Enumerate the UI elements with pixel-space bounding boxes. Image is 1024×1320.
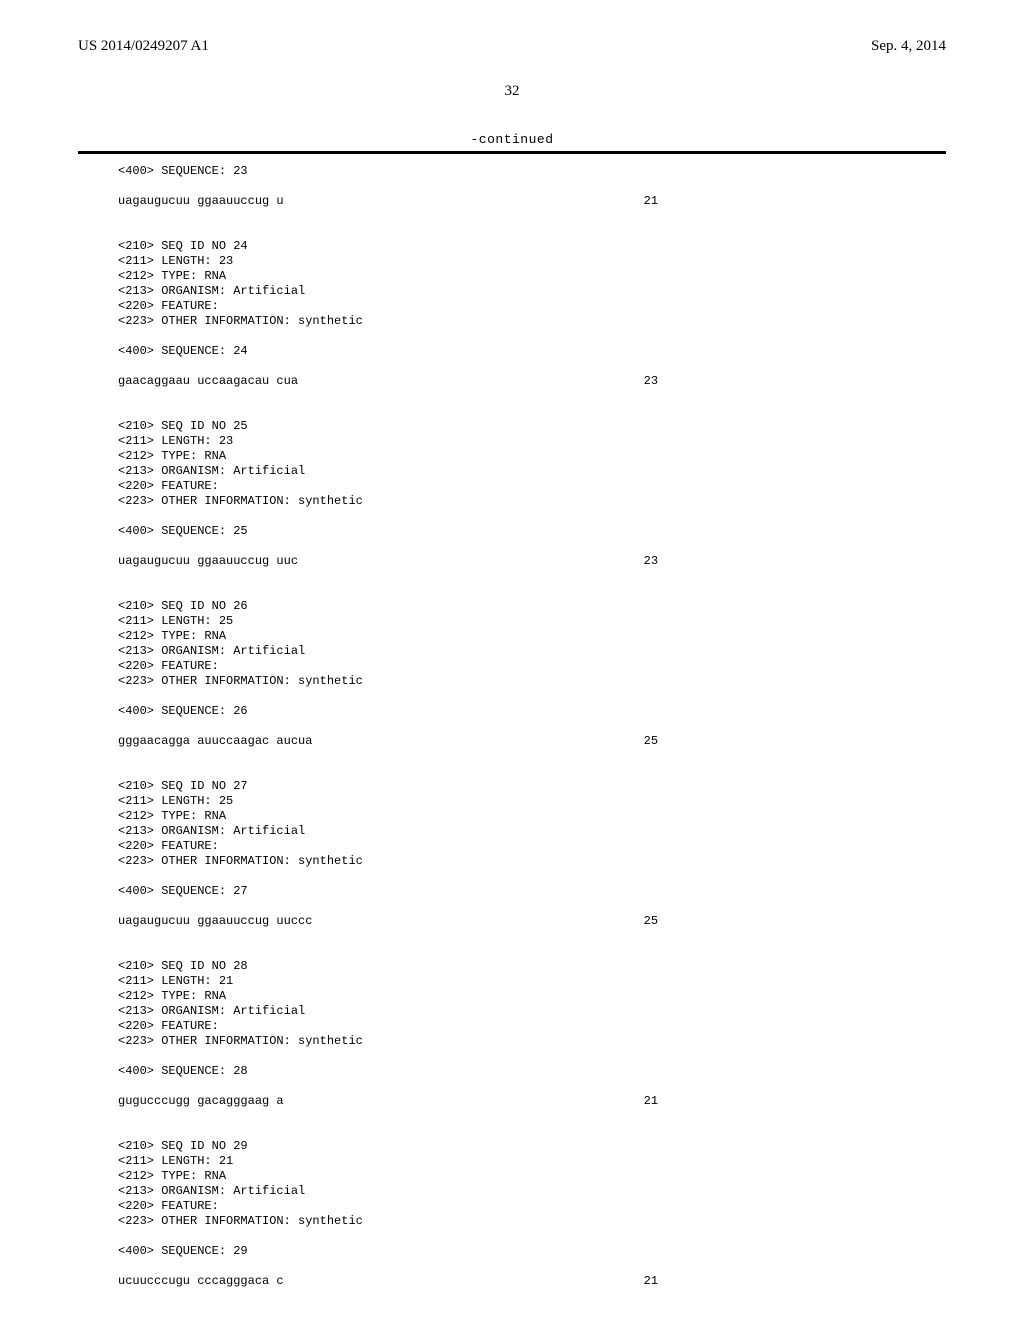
page-header: US 2014/0249207 A1 Sep. 4, 2014 — [0, 0, 1024, 55]
sequence-listing: <400> SEQUENCE: 23 uagaugucuu ggaauuccug… — [0, 154, 1024, 1289]
publication-number: US 2014/0249207 A1 — [78, 38, 209, 55]
continued-label: -continued — [0, 132, 1024, 147]
page-number: 32 — [0, 83, 1024, 100]
publication-date: Sep. 4, 2014 — [871, 38, 946, 55]
